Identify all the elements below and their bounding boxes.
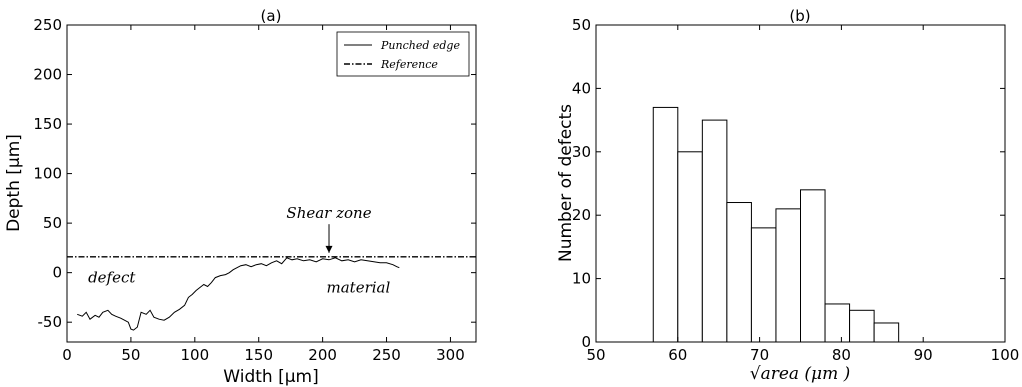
panel-a-ylabel: Depth [μm] [4, 134, 24, 232]
panel-a-title: (a) [261, 7, 282, 25]
a-xtick-label: 200 [308, 346, 337, 364]
series-punched-edge [77, 257, 400, 331]
panel-b: (b) 50 60 70 80 90 100 0 10 20 30 40 50 √area (μm )… [556, 7, 1019, 384]
annotation-shear-zone: Shear zone [286, 204, 371, 222]
b-xtick-label: 100 [991, 346, 1020, 364]
a-ytick-label: 150 [33, 115, 62, 133]
a-ytick-label: -50 [38, 313, 63, 331]
shear-zone-arrowhead [325, 245, 333, 253]
b-xtick-label: 90 [914, 346, 933, 364]
histogram-bar [775, 208, 802, 343]
annotation-defect: defect [88, 269, 136, 287]
histogram-bar [800, 189, 826, 343]
legend-box [336, 31, 470, 77]
panel-a-series [67, 256, 476, 331]
panel-b-xlabel: √area (μm ) [750, 364, 851, 384]
legend-label-reference: Reference [380, 58, 438, 71]
annotation-material: material [327, 278, 391, 296]
a-xtick-label: 300 [436, 346, 465, 364]
histogram-bar [849, 309, 875, 343]
b-xtick-label: 50 [586, 346, 605, 364]
panel-b-bars [652, 106, 900, 343]
histogram-bar [701, 119, 728, 343]
panel-b-frame [595, 24, 1006, 343]
panel-a-ticks: 0 50 100 150 200 250 300 -50 0 50 100 150 200 250 [33, 16, 476, 364]
legend-label-punched-edge: Punched edge [380, 39, 460, 52]
panel-b-ylabel: Number of defects [556, 104, 576, 262]
b-ytick-label: 0 [581, 333, 591, 351]
a-ytick-label: 0 [52, 264, 62, 282]
a-ytick-label: 200 [33, 66, 62, 84]
panel-a-frame [66, 24, 477, 343]
b-ytick-label: 10 [572, 270, 591, 288]
b-ytick-label: 40 [572, 79, 591, 97]
a-ytick-label: 100 [33, 165, 62, 183]
histogram-bar [873, 322, 900, 343]
a-ytick-label: 50 [43, 214, 62, 232]
histogram-bar [677, 151, 703, 343]
histogram-bar [652, 106, 679, 343]
b-ytick-label: 50 [572, 16, 591, 34]
b-ytick-label: 20 [572, 206, 591, 224]
histogram-bar [824, 303, 851, 343]
panel-a-legend: Punched edge Reference [336, 31, 470, 77]
b-xtick-label: 80 [832, 346, 851, 364]
panel-a: (a) 0 50 100 150 200 250 300 -50 0 50 100 150 200 250… [4, 7, 477, 387]
b-ytick-label: 30 [572, 143, 591, 161]
b-xtick-label: 70 [750, 346, 769, 364]
a-xtick-label: 0 [62, 346, 72, 364]
histogram-bar [750, 227, 777, 343]
histogram-bar [726, 202, 752, 343]
a-xtick-label: 50 [121, 346, 140, 364]
panel-b-ticks: 50 60 70 80 90 100 0 10 20 30 40 50 [572, 16, 1019, 364]
a-xtick-label: 150 [244, 346, 273, 364]
a-ytick-label: 250 [33, 16, 62, 34]
a-xtick-label: 250 [372, 346, 401, 364]
a-xtick-label: 100 [180, 346, 209, 364]
b-xtick-label: 60 [668, 346, 687, 364]
panel-b-title: (b) [789, 7, 810, 25]
panel-a-xlabel: Width [μm] [223, 367, 318, 387]
panel-a-annotations: Shear zone defect material [88, 204, 390, 296]
